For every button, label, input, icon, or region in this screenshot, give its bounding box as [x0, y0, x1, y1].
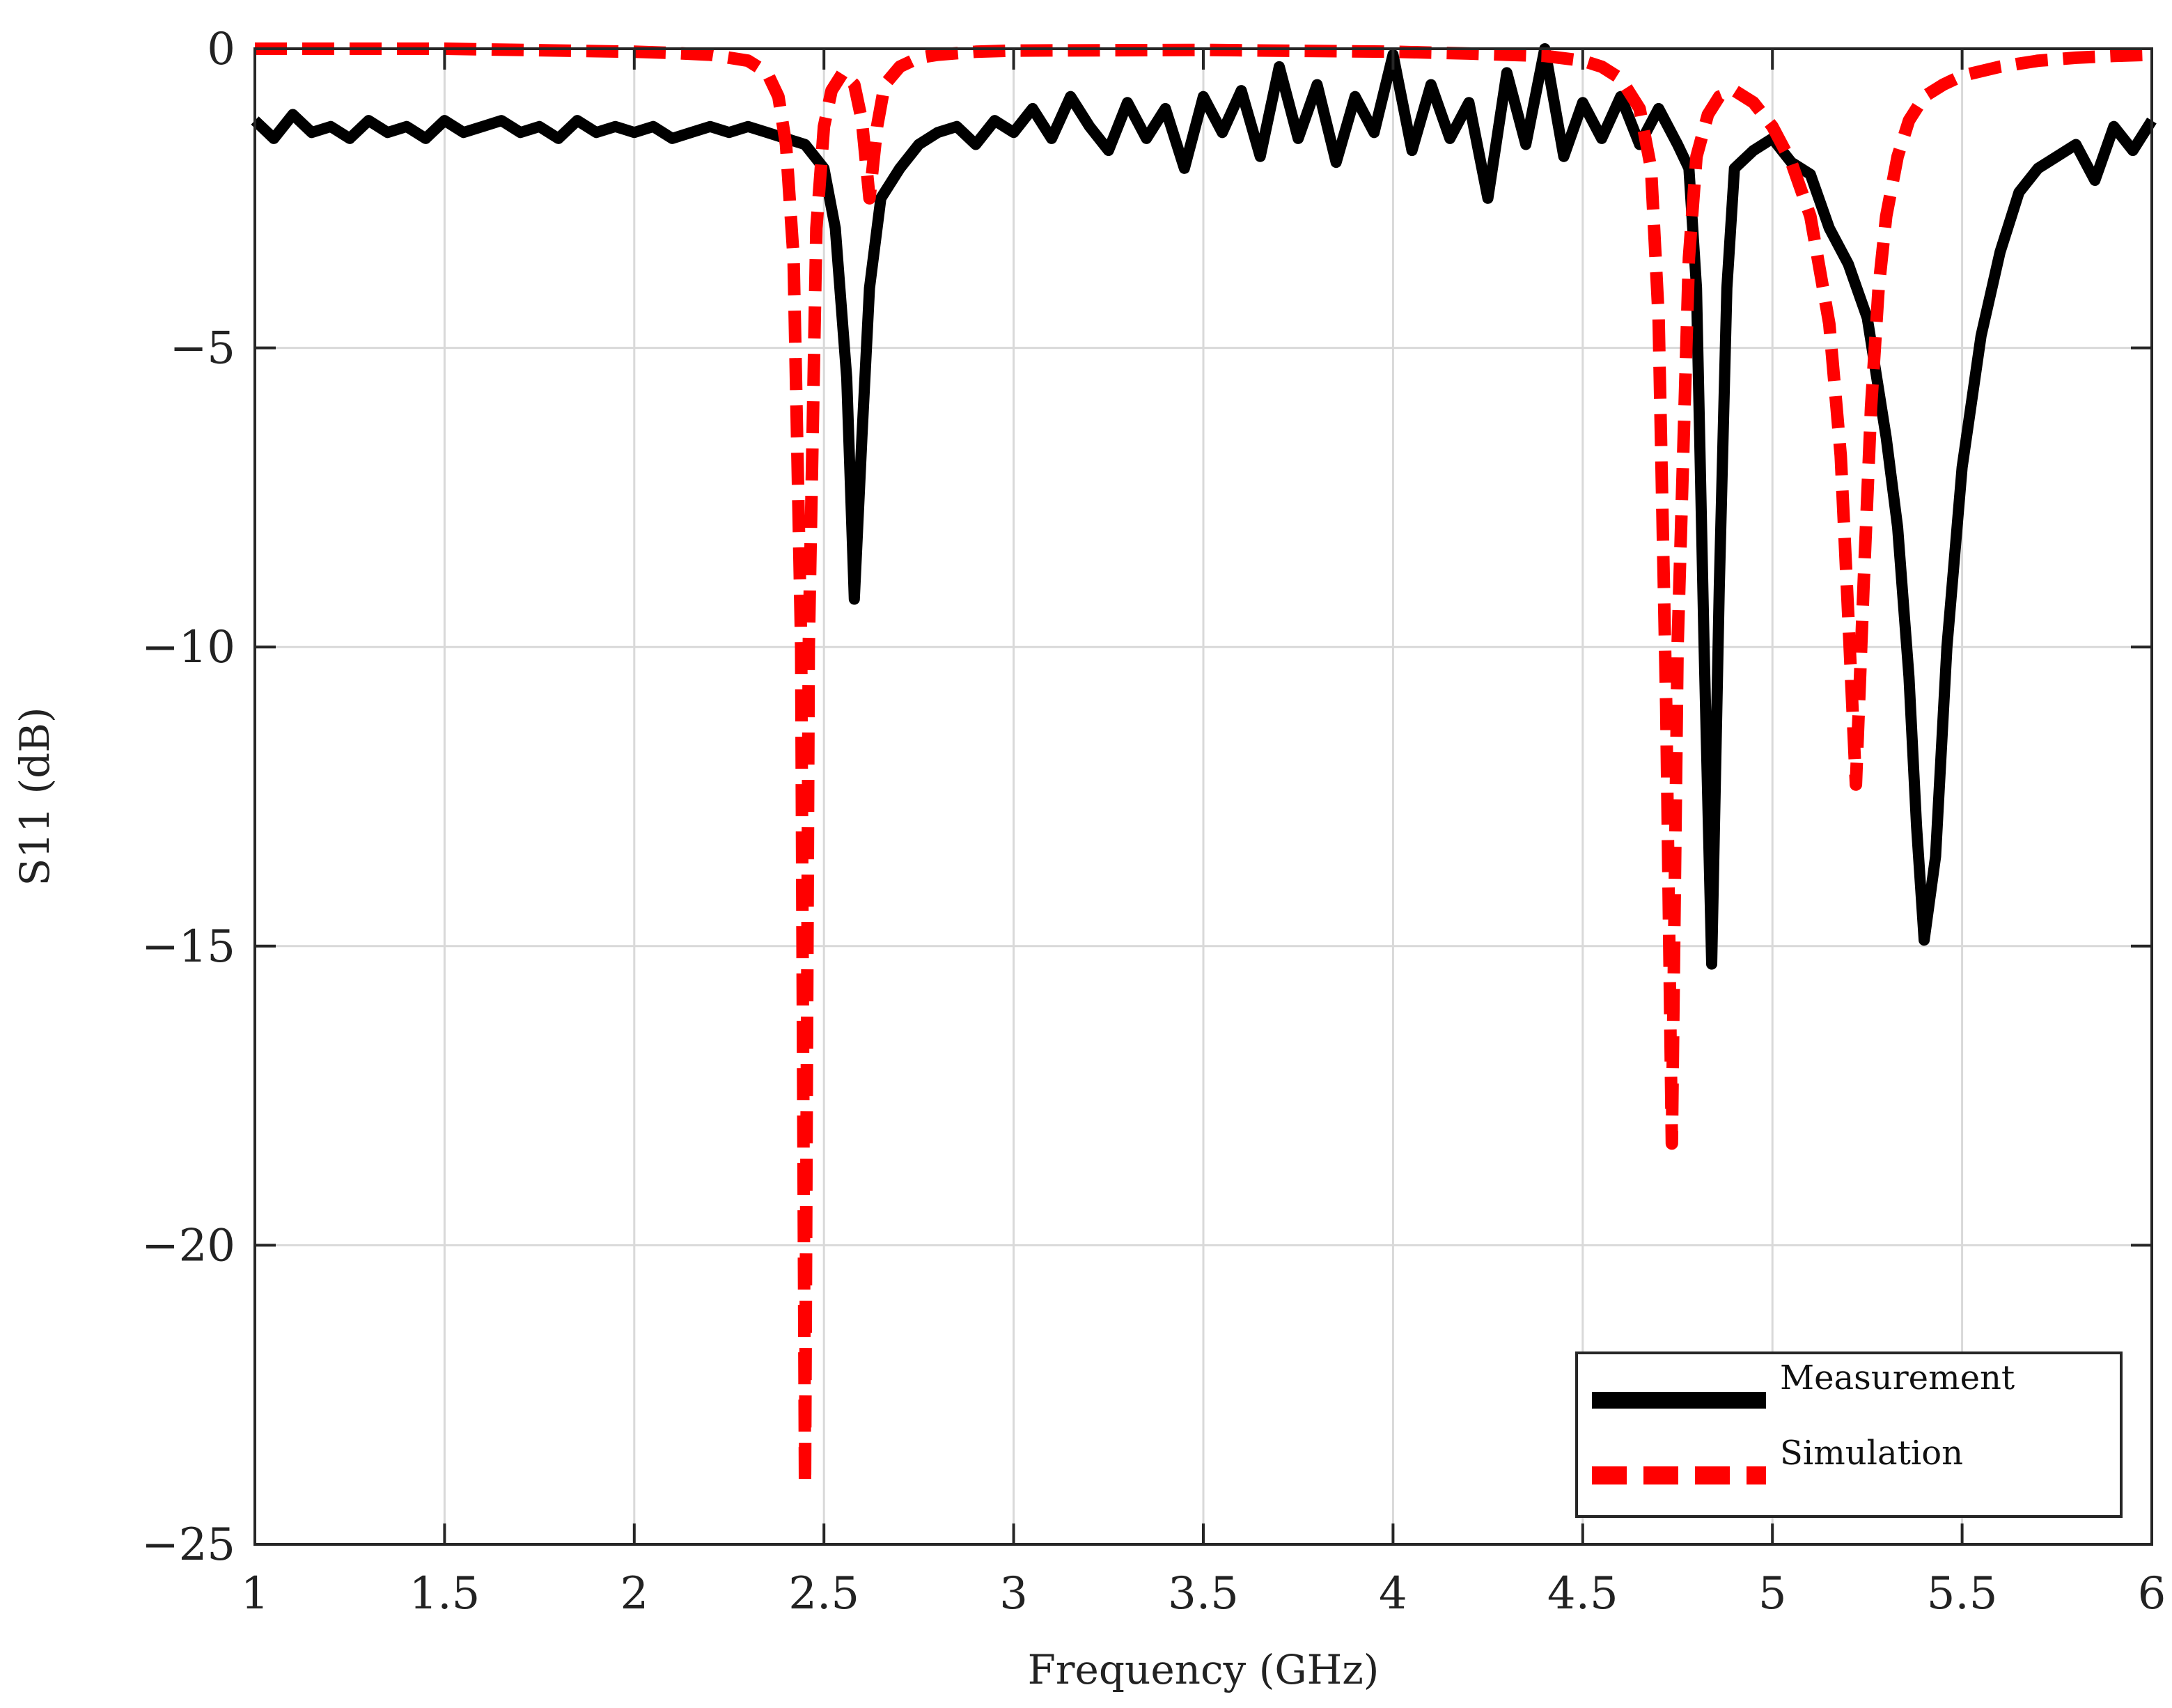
x-tick-label: 1 [241, 1568, 269, 1620]
x-tick-label: 3.5 [1168, 1568, 1239, 1620]
x-tick-labels: 1 1.5 2 2.5 3 3.5 4 4.5 5 5.5 6 [241, 1568, 2166, 1620]
series-layer [251, 42, 2157, 1491]
x-tick-label: 4 [1379, 1568, 1407, 1620]
x-tick-label: 5 [1758, 1568, 1787, 1620]
legend-label-simulation: Simulation [1780, 1434, 1963, 1473]
y-tick-label: 0 [207, 24, 235, 75]
legend-box [1575, 1351, 2123, 1518]
x-tick-label: 5.5 [1927, 1568, 1998, 1620]
y-tick-label: −25 [141, 1519, 235, 1571]
y-tick-label: −5 [170, 323, 235, 375]
series-line-measurement [251, 43, 2157, 970]
grid [255, 49, 2152, 1544]
y-axis-label: S11 (dB) [11, 707, 58, 886]
legend: Measurement Simulation [1575, 1351, 2123, 1518]
y-tick-labels: 0 −5 −10 −15 −20 −25 [141, 24, 235, 1571]
x-tick-label: 2 [620, 1568, 648, 1620]
ticks [253, 47, 2153, 1546]
y-tick-label: −15 [141, 921, 235, 973]
x-tick-label: 3 [999, 1568, 1028, 1620]
x-tick-label: 6 [2138, 1568, 2166, 1620]
y-tick-label: −20 [141, 1220, 235, 1271]
x-tick-label: 4.5 [1547, 1568, 1618, 1620]
x-tick-label: 2.5 [788, 1568, 859, 1620]
x-axis-label: Frequency (GHz) [1028, 1646, 1380, 1693]
legend-label-measurement: Measurement [1780, 1358, 2015, 1397]
y-tick-label: −10 [141, 622, 235, 673]
x-tick-label: 1.5 [409, 1568, 481, 1620]
